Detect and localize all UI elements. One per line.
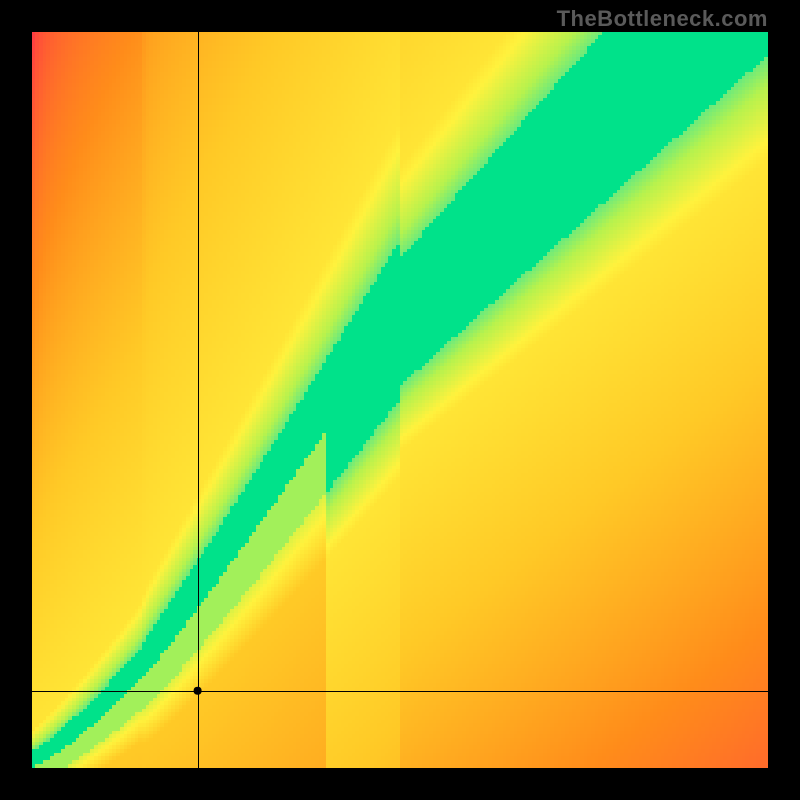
watermark-text: TheBottleneck.com [557, 6, 768, 32]
bottleneck-heatmap [32, 32, 768, 768]
heatmap-canvas [32, 32, 768, 768]
